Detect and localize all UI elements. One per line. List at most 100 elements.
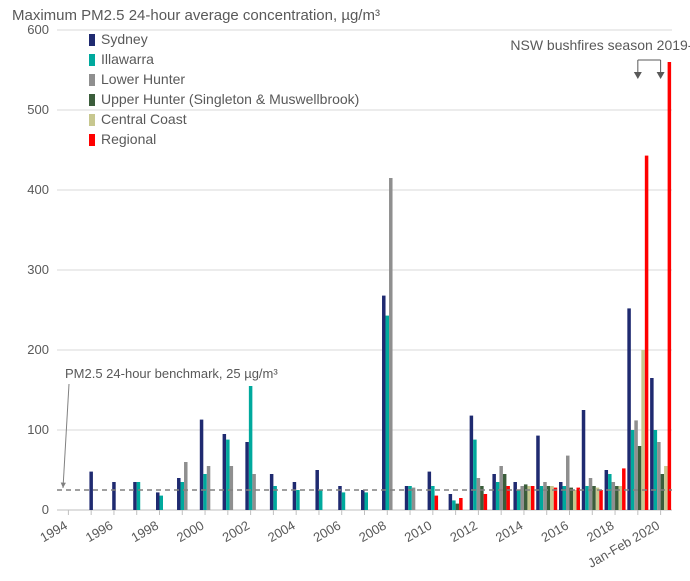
bar-sydney (492, 474, 496, 510)
bar-illawarra (342, 492, 346, 510)
bar-lower_hunter (477, 478, 481, 510)
bar-upper_hunter (661, 474, 665, 510)
bar-sydney (200, 420, 204, 510)
bar-illawarra (517, 490, 521, 510)
y-tick-label: 0 (42, 502, 49, 517)
legend-label: Lower Hunter (101, 71, 185, 87)
legend-swatch (89, 34, 95, 46)
bar-sydney (405, 486, 409, 510)
bar-illawarra (249, 386, 253, 510)
bar-illawarra (431, 486, 435, 510)
bar-lower_hunter (252, 474, 256, 510)
bar-illawarra (296, 490, 300, 510)
bar-lower_hunter (184, 462, 188, 510)
bar-regional (599, 490, 603, 510)
legend-label: Illawarra (101, 51, 154, 67)
y-tick-label: 300 (27, 262, 49, 277)
bar-sydney (449, 494, 453, 510)
bar-sydney (89, 472, 93, 510)
bar-sydney (559, 482, 563, 510)
bar-sydney (177, 478, 181, 510)
bar-regional (577, 488, 581, 510)
bushfires-label: NSW bushfires season 2019-20 (510, 37, 690, 53)
bar-central_coast (664, 466, 668, 510)
bar-regional (645, 156, 649, 510)
bar-lower_hunter (612, 482, 616, 510)
bar-illawarra (496, 482, 500, 510)
bar-upper_hunter (456, 504, 460, 510)
bar-illawarra (654, 430, 658, 510)
bar-sydney (582, 410, 586, 510)
bar-illawarra (319, 490, 323, 510)
bar-lower_hunter (499, 466, 503, 510)
bar-upper_hunter (503, 474, 507, 510)
bar-sydney (133, 482, 137, 510)
bar-lower_hunter (634, 420, 638, 510)
bar-regional (554, 488, 558, 510)
legend-swatch (89, 94, 95, 106)
y-tick-label: 200 (27, 342, 49, 357)
bar-illawarra (203, 474, 207, 510)
legend-swatch (89, 114, 95, 126)
chart-container: Maximum PM2.5 24-hour average concentrat… (0, 0, 690, 581)
bar-sydney (223, 434, 227, 510)
bar-regional (531, 486, 535, 510)
bar-upper_hunter (638, 446, 642, 510)
bar-upper_hunter (524, 484, 528, 510)
chart-svg: Maximum PM2.5 24-hour average concentrat… (0, 0, 690, 581)
bar-sydney (513, 482, 517, 510)
bar-illawarra (137, 482, 141, 510)
legend-swatch (89, 74, 95, 86)
bar-lower_hunter (389, 178, 393, 510)
bar-illawarra (365, 492, 369, 510)
bar-lower_hunter (566, 456, 570, 510)
bar-sydney (270, 474, 274, 510)
bar-regional (459, 498, 463, 510)
bar-sydney (112, 482, 116, 510)
bar-sydney (428, 472, 432, 510)
bar-lower_hunter (589, 478, 593, 510)
bar-illawarra (540, 486, 544, 510)
bar-illawarra (386, 316, 390, 510)
bar-illawarra (608, 474, 612, 510)
bar-illawarra (631, 430, 635, 510)
chart-title: Maximum PM2.5 24-hour average concentrat… (12, 7, 380, 24)
bar-regional (484, 494, 488, 510)
bar-central_coast (573, 490, 577, 510)
bar-illawarra (160, 496, 164, 510)
legend-swatch (89, 134, 95, 146)
bar-upper_hunter (570, 488, 574, 510)
bar-sydney (361, 490, 365, 510)
bar-central_coast (596, 488, 600, 510)
bar-central_coast (641, 350, 645, 510)
y-tick-label: 100 (27, 422, 49, 437)
bar-sydney (470, 416, 474, 510)
bar-sydney (293, 482, 297, 510)
legend-swatch (89, 54, 95, 66)
bar-sydney (627, 308, 631, 510)
bar-lower_hunter (412, 488, 416, 510)
legend-label: Central Coast (101, 111, 187, 127)
legend-label: Sydney (101, 31, 148, 47)
bar-illawarra (226, 440, 230, 510)
bar-illawarra (473, 440, 477, 510)
bar-sydney (382, 296, 386, 510)
y-tick-label: 400 (27, 182, 49, 197)
bar-regional (622, 468, 626, 510)
benchmark-label: PM2.5 24-hour benchmark, 25 µg/m³ (65, 366, 278, 381)
bar-lower_hunter (207, 466, 211, 510)
bar-sydney (536, 436, 540, 510)
legend-label: Upper Hunter (Singleton & Muswellbrook) (101, 91, 359, 107)
bar-illawarra (181, 482, 185, 510)
y-tick-label: 500 (27, 102, 49, 117)
bar-sydney (156, 492, 160, 510)
bar-illawarra (452, 500, 456, 510)
bar-regional (668, 62, 672, 510)
bar-lower_hunter (230, 466, 234, 510)
bar-regional (435, 496, 439, 510)
bar-lower_hunter (543, 482, 547, 510)
legend-label: Regional (101, 131, 156, 147)
y-tick-label: 600 (27, 22, 49, 37)
bar-lower_hunter (657, 442, 661, 510)
bar-sydney (245, 442, 249, 510)
